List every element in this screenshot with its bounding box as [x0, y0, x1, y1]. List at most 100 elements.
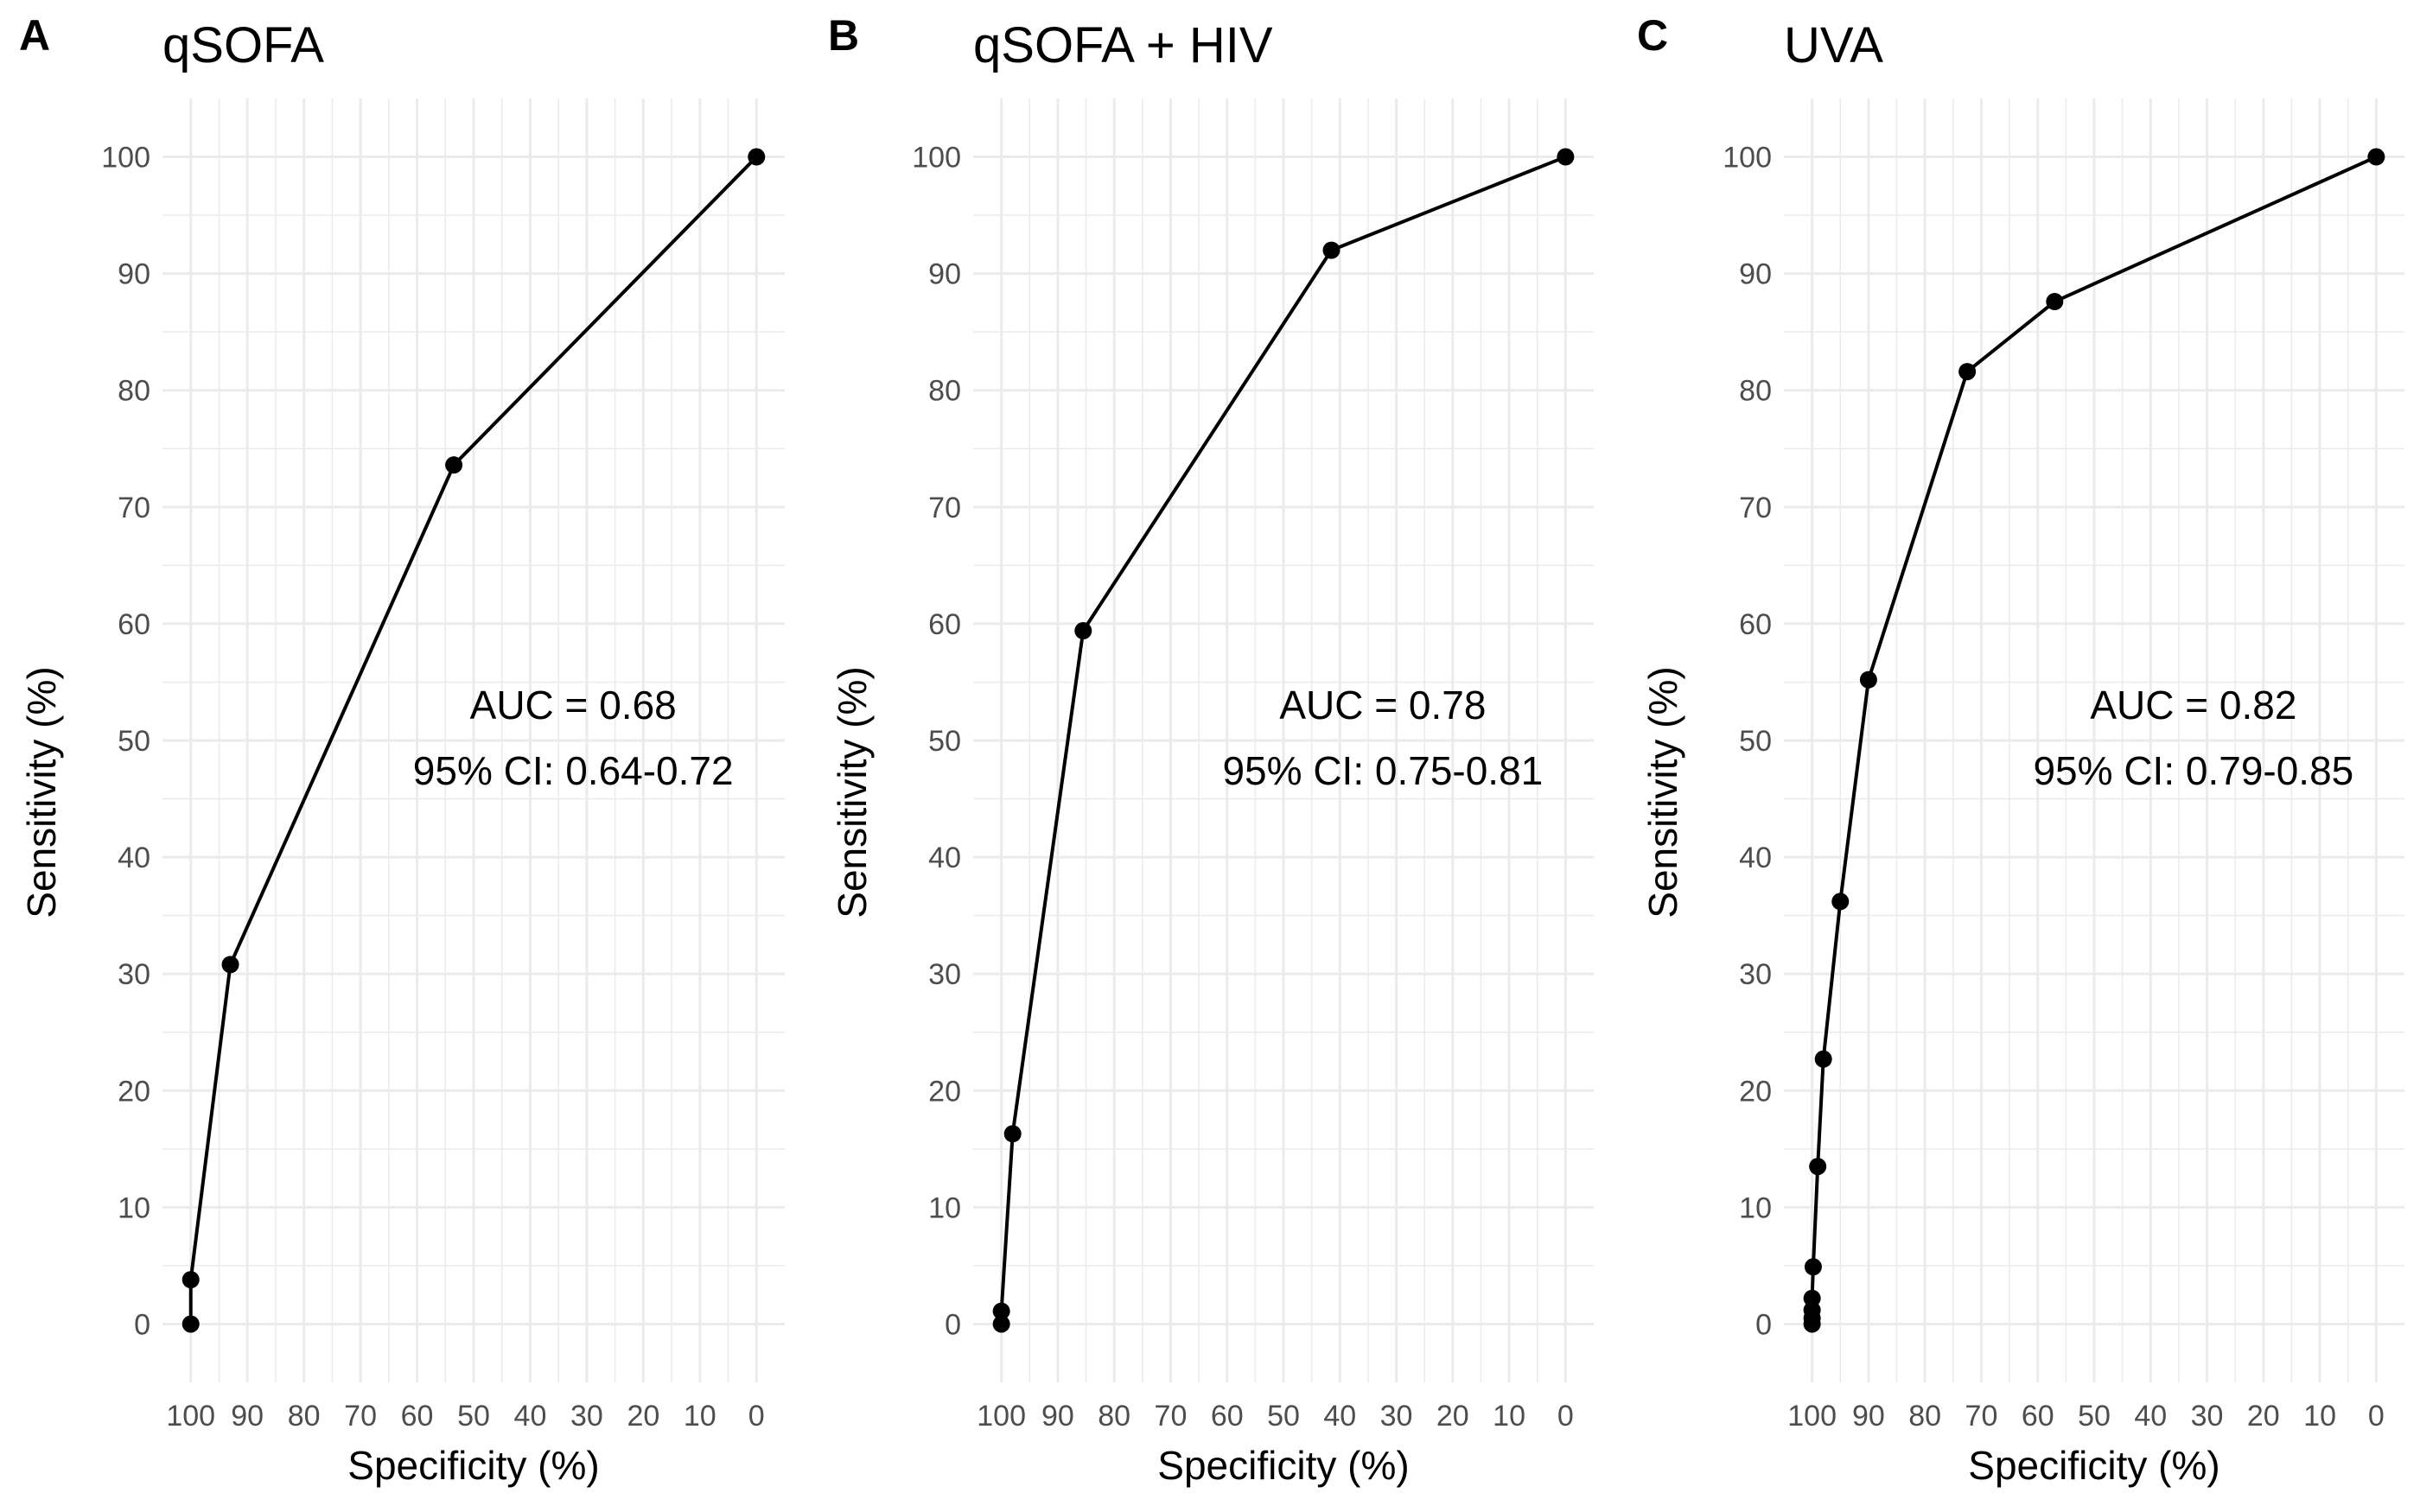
- y-tick-label: 100: [1723, 142, 1772, 175]
- y-tick-label: 70: [928, 492, 961, 524]
- ci-label: 95% CI: 0.64-0.72: [413, 748, 734, 793]
- panel-b: 100 90 80 70 60 50 40 30 20 10 0010203040506070809…: [828, 11, 1594, 1488]
- x-tick-label: 60: [1211, 1400, 1244, 1433]
- y-tick-label: 20: [118, 1075, 150, 1108]
- y-tick-label: 50: [928, 725, 961, 758]
- y-tick-label: 80: [928, 375, 961, 408]
- y-tick-label: 0: [134, 1308, 150, 1341]
- x-tick-label: 30: [1380, 1400, 1413, 1433]
- x-tick-label: 40: [2134, 1400, 2167, 1433]
- panel-letter: A: [19, 11, 50, 60]
- y-tick-label: 100: [101, 142, 150, 175]
- y-axis-title: Sensitivity (%): [19, 666, 64, 918]
- roc-point: [992, 1315, 1010, 1333]
- panel-a: 100 90 80 70 60 50 40 30 20 10 0010203040506070809…: [19, 11, 785, 1488]
- x-tick-label: 80: [1908, 1400, 1941, 1433]
- y-tick-label: 70: [1739, 492, 1772, 524]
- roc-point: [1831, 893, 1850, 911]
- x-tick-label: 10: [2303, 1400, 2336, 1433]
- roc-point: [1804, 1258, 1822, 1276]
- y-tick-label: 10: [118, 1191, 150, 1224]
- x-tick-label: 0: [1557, 1400, 1574, 1433]
- x-tick-label: 70: [344, 1400, 377, 1433]
- y-tick-label: 70: [118, 492, 150, 524]
- x-tick-label: 90: [1852, 1400, 1885, 1433]
- y-tick-label: 60: [928, 608, 961, 641]
- x-tick-label: 10: [1493, 1400, 1525, 1433]
- x-tick-label: 100: [1787, 1400, 1837, 1433]
- panel-title: qSOFA + HIV: [973, 17, 1273, 73]
- x-tick-label: 90: [1041, 1400, 1074, 1433]
- y-tick-label: 90: [1739, 258, 1772, 291]
- y-tick-label: 30: [928, 958, 961, 991]
- x-tick-label: 20: [2247, 1400, 2280, 1433]
- roc-point: [2046, 293, 2064, 311]
- panel-c: 100 90 80 70 60 50 40 30 20 10 0010203040506070809…: [1637, 11, 2404, 1488]
- roc-point: [182, 1315, 200, 1333]
- panel-letter: B: [828, 11, 859, 60]
- x-tick-label: 60: [401, 1400, 434, 1433]
- x-axis-title: Specificity (%): [347, 1443, 599, 1488]
- roc-point: [1322, 241, 1341, 259]
- y-tick-label: 50: [1739, 725, 1772, 758]
- roc-point: [1958, 363, 1977, 381]
- y-tick-label: 50: [118, 725, 150, 758]
- roc-point: [748, 148, 766, 166]
- x-tick-label: 80: [288, 1400, 321, 1433]
- roc-point: [1557, 148, 1575, 166]
- y-tick-label: 30: [118, 958, 150, 991]
- y-tick-label: 0: [945, 1308, 961, 1341]
- roc-point: [1809, 1158, 1827, 1176]
- y-tick-label: 90: [928, 258, 961, 291]
- x-tick-label: 70: [1965, 1400, 1998, 1433]
- y-tick-label: 60: [1739, 608, 1772, 641]
- y-tick-label: 60: [118, 608, 150, 641]
- roc-point: [1074, 622, 1092, 640]
- y-axis-title: Sensitivity (%): [1640, 666, 1685, 918]
- x-axis-title: Specificity (%): [1157, 1443, 1409, 1488]
- x-tick-label: 80: [1098, 1400, 1130, 1433]
- y-tick-label: 20: [1739, 1075, 1772, 1108]
- auc-label: AUC = 0.82: [2090, 683, 2296, 727]
- roc-point: [992, 1302, 1010, 1320]
- x-tick-label: 50: [457, 1400, 490, 1433]
- x-axis-title: Specificity (%): [1968, 1443, 2219, 1488]
- roc-point: [445, 456, 463, 474]
- panel-title: qSOFA: [162, 17, 324, 73]
- x-tick-label: 30: [570, 1400, 603, 1433]
- roc-point: [221, 956, 239, 974]
- x-tick-label: 10: [684, 1400, 716, 1433]
- x-tick-label: 50: [2078, 1400, 2111, 1433]
- x-tick-label: 30: [2191, 1400, 2224, 1433]
- y-axis-title: Sensitivity (%): [830, 666, 875, 918]
- y-tick-label: 40: [118, 842, 150, 874]
- y-tick-label: 100: [912, 142, 961, 175]
- auc-label: AUC = 0.68: [470, 683, 677, 727]
- x-tick-label: 60: [2022, 1400, 2054, 1433]
- y-tick-label: 10: [1739, 1191, 1772, 1224]
- x-tick-label: 70: [1155, 1400, 1188, 1433]
- x-tick-label: 90: [231, 1400, 264, 1433]
- x-tick-label: 100: [166, 1400, 215, 1433]
- x-tick-label: 100: [977, 1400, 1026, 1433]
- x-tick-label: 50: [1267, 1400, 1300, 1433]
- x-tick-label: 40: [514, 1400, 547, 1433]
- roc-point: [1814, 1050, 1832, 1068]
- y-tick-label: 0: [1755, 1308, 1772, 1341]
- roc-point: [1803, 1289, 1821, 1307]
- y-tick-label: 40: [928, 842, 961, 874]
- y-tick-label: 80: [1739, 375, 1772, 408]
- y-tick-label: 90: [118, 258, 150, 291]
- x-tick-label: 0: [2368, 1400, 2385, 1433]
- x-tick-label: 20: [627, 1400, 659, 1433]
- x-tick-label: 0: [748, 1400, 765, 1433]
- y-tick-label: 40: [1739, 842, 1772, 874]
- x-tick-label: 20: [1436, 1400, 1469, 1433]
- ci-label: 95% CI: 0.75-0.81: [1222, 748, 1543, 793]
- ci-label: 95% CI: 0.79-0.85: [2033, 748, 2353, 793]
- auc-label: AUC = 0.78: [1279, 683, 1486, 727]
- panel-letter: C: [1637, 11, 1668, 60]
- roc-point: [1003, 1125, 1022, 1143]
- x-tick-label: 40: [1323, 1400, 1356, 1433]
